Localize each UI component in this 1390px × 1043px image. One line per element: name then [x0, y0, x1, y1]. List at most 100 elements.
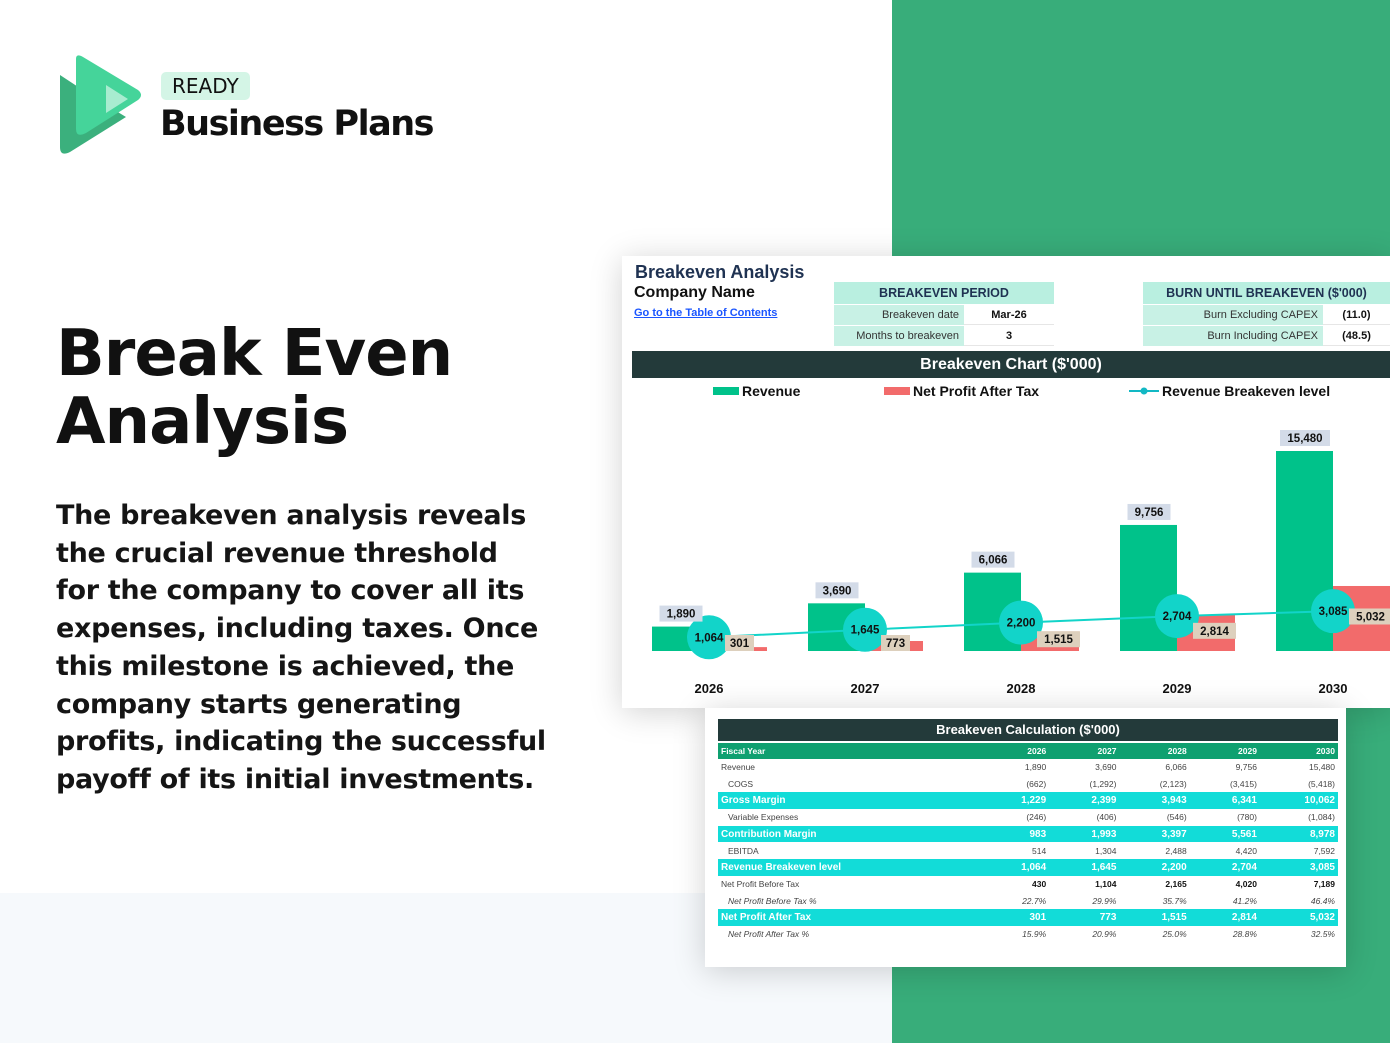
breakeven-chart: 2026 2027 2028 2029 2030 1,890 301 1,064 3,690 77…: [652, 430, 1390, 696]
breakeven-point: [843, 607, 887, 652]
table-cell: 1,304: [1095, 845, 1117, 856]
chart-title: Breakeven Chart ($'000): [632, 351, 1390, 378]
table-row: Net Profit After Tax 301 773 1,515 2,814 5,03…: [718, 909, 1338, 926]
x-tick-label: 2028: [1007, 681, 1036, 696]
legend-label: Revenue: [742, 383, 801, 399]
legend-net-profit: Net Profit After Tax: [884, 383, 1039, 399]
period-label: Months to breakeven: [834, 326, 964, 346]
burn-label: Burn Excluding CAPEX: [1143, 305, 1323, 325]
period-label: Breakeven date: [834, 305, 964, 325]
table-row: Revenue 1,890 3,690 6,066 9,756 15,480: [718, 759, 1338, 776]
breakeven-chart-panel: Breakeven Analysis Company Name Go to th…: [622, 256, 1390, 708]
table-cell: 5,032: [1259, 909, 1338, 926]
revenue-label-bg: [659, 605, 703, 622]
table-title: Breakeven Calculation ($'000): [718, 719, 1338, 741]
table-cell: 3,085: [1259, 859, 1338, 876]
table-cell: (406): [1096, 812, 1117, 823]
legend-breakeven: Revenue Breakeven level: [1129, 383, 1330, 399]
revenue-label-bg: [971, 551, 1015, 568]
revenue-data-label: 3,690: [823, 585, 852, 597]
revenue-data-label: 9,756: [1135, 507, 1164, 519]
table-cell: Contribution Margin: [718, 825, 983, 843]
brand-badge: READY: [161, 72, 250, 100]
hero-description: The breakeven analysis reveals the cruci…: [56, 500, 546, 795]
title-line-1: Break Even: [56, 317, 453, 391]
table-cell: 1,515: [1119, 909, 1190, 926]
net-profit-data-label: 5,032: [1356, 611, 1385, 623]
table-cell: Net Profit Before Tax: [721, 879, 800, 890]
x-tick-label: 2029: [1163, 681, 1192, 696]
hero-title: Break Even Analysis: [56, 317, 453, 459]
table-cell: 983: [983, 825, 1050, 843]
net-profit-data-label: 2,814: [1200, 626, 1229, 638]
table-cell: 2,399: [1049, 792, 1120, 810]
breakeven-point: [687, 615, 731, 660]
table-cell: 2,488: [1165, 845, 1187, 856]
net-profit-label-bg: [725, 635, 754, 651]
table-cell: 41.2%: [1232, 895, 1257, 906]
table-cell: 28.8%: [1232, 929, 1257, 940]
breakeven-table: Fiscal Year 2026 2027 2028 2029 2030 Revenue 1,…: [718, 743, 1338, 943]
table-cell: 35.7%: [1162, 895, 1187, 906]
net-profit-label-bg: [881, 635, 910, 651]
breakeven-calculation-panel: Breakeven Calculation ($'000) Fiscal Yea…: [705, 708, 1346, 967]
table-cell: 20.9%: [1092, 929, 1117, 940]
toc-link[interactable]: Go to the Table of Contents: [634, 307, 778, 319]
table-cell: 3,397: [1119, 825, 1190, 843]
table-cell: EBITDA: [728, 845, 759, 856]
table-cell: (5,418): [1308, 779, 1335, 790]
table-cell: 25.0%: [1162, 929, 1187, 940]
company-name: Company Name: [634, 284, 755, 301]
table-cell: 15.9%: [1022, 929, 1047, 940]
table-cell: 1,064: [983, 859, 1050, 876]
brand-name: Business Plans: [160, 104, 434, 144]
legend-label: Revenue Breakeven level: [1162, 383, 1331, 399]
table-cell: 46.4%: [1310, 895, 1335, 906]
table-cell: (780): [1237, 812, 1257, 823]
revenue-data-label: 1,890: [667, 609, 696, 621]
net-profit-label-bg: [1193, 622, 1236, 639]
period-value: 3: [964, 326, 1054, 346]
table-cell: 4,020: [1235, 879, 1257, 890]
table-cell: (662): [1026, 779, 1047, 790]
table-cell: (2,123): [1159, 779, 1187, 790]
table-row: Gross Margin 1,229 2,399 3,943 6,341 10,062: [718, 792, 1338, 810]
breakeven-data-label: 1,645: [851, 625, 880, 637]
table-cell: Net Profit After Tax %: [728, 929, 810, 940]
legend-swatch: [713, 387, 739, 395]
net-profit-label-bg: [1349, 608, 1390, 625]
table-cell: 4,420: [1235, 845, 1257, 856]
revenue-data-label: 15,480: [1287, 433, 1322, 445]
table-cell: 3,943: [1119, 792, 1190, 810]
header-cell: 2028: [1119, 743, 1190, 759]
breakeven-data-label: 2,704: [1163, 611, 1192, 623]
net-profit-label-bg: [1037, 631, 1080, 648]
x-tick-label: 2026: [695, 681, 724, 696]
table-cell: 6,066: [1165, 762, 1187, 773]
table-cell: 514: [1032, 845, 1047, 856]
header-cell: 2027: [1049, 743, 1120, 759]
table-cell: Gross Margin: [718, 792, 983, 810]
table-cell: 22.7%: [1022, 895, 1047, 906]
breakeven-point: [1155, 594, 1199, 639]
table-cell: 6,341: [1189, 792, 1260, 810]
x-tick-label: 2027: [851, 681, 880, 696]
breakeven-data-label: 1,064: [695, 632, 724, 644]
header-cell: Fiscal Year: [718, 743, 983, 759]
table-cell: 32.5%: [1310, 929, 1335, 940]
table-cell: 2,165: [1165, 879, 1187, 890]
legend-label: Net Profit After Tax: [913, 383, 1040, 399]
burn-value: (48.5): [1323, 326, 1390, 346]
table-cell: Revenue Breakeven level: [718, 859, 983, 876]
table-cell: COGS: [728, 779, 754, 790]
period-header: BREAKEVEN PERIOD: [834, 282, 1054, 304]
table-cell: 9,756: [1235, 762, 1257, 773]
table-cell: 2,814: [1189, 909, 1260, 926]
table-cell: 1,993: [1049, 825, 1120, 843]
burn-box: BURN UNTIL BREAKEVEN ($'000) Burn Exclud…: [1143, 282, 1390, 346]
legend-line-icon: [1129, 387, 1159, 395]
table-row: Net Profit After Tax % 15.9% 20.9% 25.0% 28.…: [718, 926, 1338, 943]
title-line-2: Analysis: [56, 385, 349, 459]
table-cell: 2,704: [1189, 859, 1260, 876]
table-cell: 1,890: [1024, 762, 1047, 773]
